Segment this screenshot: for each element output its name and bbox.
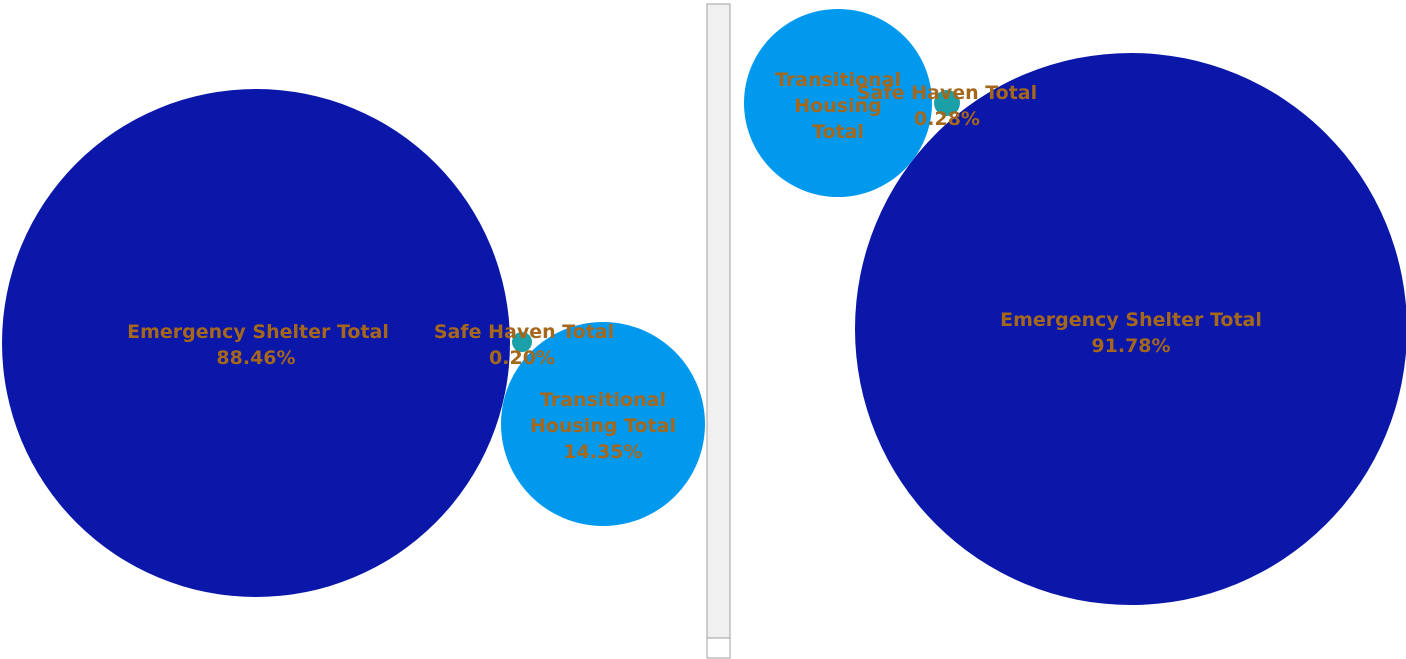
bubble-emergency-shelter <box>2 89 510 597</box>
label-safe-haven-percent: 0.20% <box>489 347 555 369</box>
label-transitional-housing-line1: Transitional <box>540 389 666 411</box>
label-emergency-shelter-right-percent: 91.78% <box>1091 335 1170 357</box>
label-transitional-housing-line2: Housing Total <box>530 415 676 437</box>
label-safe-haven-right: Safe Haven Total <box>857 82 1037 104</box>
chart-right: Transitional Housing Total Safe Haven To… <box>744 9 1406 605</box>
label-emergency-shelter-right: Emergency Shelter Total <box>1000 309 1262 331</box>
chart-left: Emergency Shelter Total 88.46% Safe Have… <box>2 89 705 597</box>
label-transitional-housing-percent: 14.35% <box>563 441 642 463</box>
divider-track[interactable] <box>707 4 730 638</box>
label-emergency-shelter: Emergency Shelter Total <box>127 321 389 343</box>
label-safe-haven: Safe Haven Total <box>434 321 614 343</box>
label-safe-haven-right-percent: 0.28% <box>914 108 980 130</box>
divider-scrollbar[interactable] <box>707 4 730 658</box>
divider-cap[interactable] <box>707 638 730 658</box>
label-transitional-housing-right-line3: Total <box>812 121 864 143</box>
label-emergency-shelter-percent: 88.46% <box>216 347 295 369</box>
